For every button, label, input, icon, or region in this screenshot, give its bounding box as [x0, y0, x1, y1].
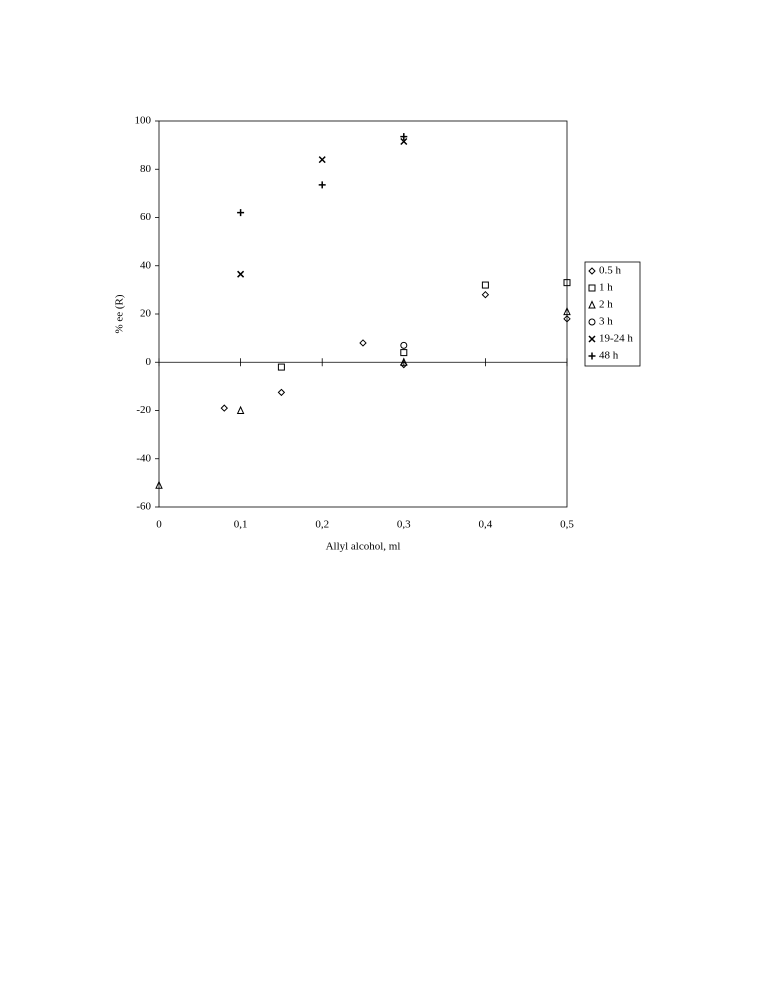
y-tick-label: 80	[140, 163, 152, 175]
data-point	[400, 133, 408, 141]
y-tick-label: -60	[136, 501, 151, 513]
y-tick-label: 20	[140, 308, 152, 320]
data-point	[220, 404, 228, 412]
data-point	[155, 480, 163, 489]
legend-label: 3 h	[599, 316, 613, 328]
x-tick-label: 0,4	[479, 519, 493, 531]
legend-marker	[588, 267, 596, 275]
legend-marker	[588, 335, 596, 343]
data-point	[400, 349, 408, 357]
legend-marker	[588, 352, 596, 360]
legend-marker	[588, 318, 596, 326]
legend-label: 1 h	[599, 282, 613, 294]
x-axis-label: Allyl alcohol, ml	[326, 541, 401, 553]
data-point	[563, 315, 571, 323]
data-point	[563, 279, 571, 287]
x-tick-label: 0,2	[315, 519, 329, 531]
x-tick-label: 0	[156, 519, 162, 531]
data-point	[481, 281, 489, 289]
legend-label: 19-24 h	[599, 333, 633, 345]
data-point	[400, 137, 408, 146]
data-point	[237, 270, 245, 278]
legend-marker	[588, 284, 596, 292]
legend-label: 0.5 h	[599, 265, 622, 277]
data-point	[563, 306, 571, 316]
y-tick-label: -40	[136, 452, 151, 464]
data-point	[318, 181, 326, 189]
y-tick-label: 60	[140, 211, 152, 223]
data-point	[277, 363, 285, 371]
legend-label: 48 h	[599, 350, 619, 362]
y-tick-label: 100	[135, 115, 152, 127]
x-tick-label: 0,1	[234, 519, 248, 531]
y-tick-label: 40	[140, 259, 152, 271]
plot-frame	[158, 120, 568, 508]
data-point	[481, 290, 490, 299]
x-tick-label: 0,5	[560, 519, 574, 531]
legend-box	[584, 261, 641, 367]
data-point	[318, 156, 326, 164]
data-point	[359, 339, 367, 347]
legend-marker	[588, 300, 596, 309]
data-point	[277, 388, 286, 397]
y-axis-label: % ee (R)	[114, 294, 126, 333]
y-tick-label: -20	[136, 404, 151, 416]
y-tick-label: 0	[146, 356, 152, 368]
data-point	[400, 357, 408, 366]
legend-label: 2 h	[599, 299, 613, 311]
data-point	[400, 341, 408, 349]
x-tick-label: 0,3	[397, 519, 411, 531]
data-point	[236, 405, 245, 414]
data-point	[237, 209, 245, 217]
